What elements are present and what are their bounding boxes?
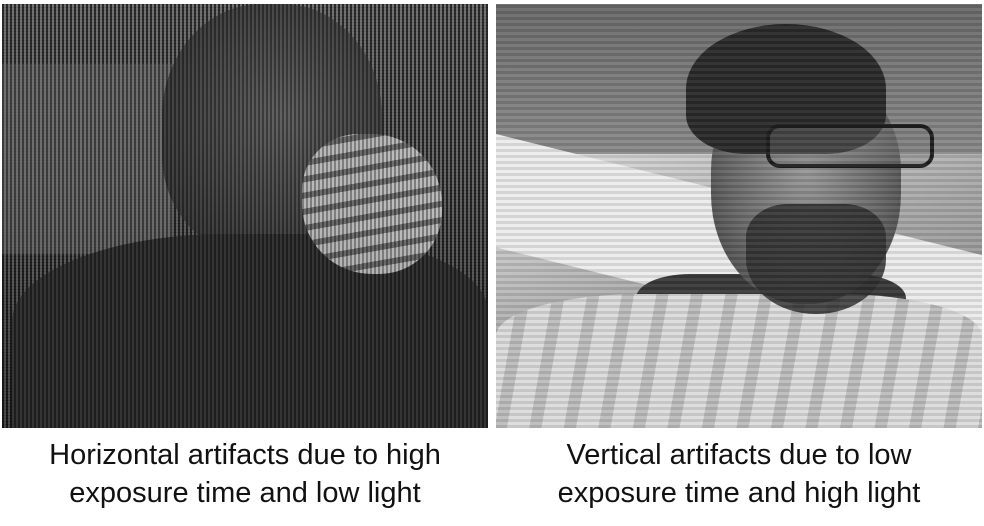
person-sweater bbox=[496, 294, 982, 428]
right-caption-line1: Vertical artifacts due to low bbox=[566, 439, 912, 471]
right-caption: Vertical artifacts due to low exposure t… bbox=[496, 436, 982, 512]
left-photo-high-exposure-low-light bbox=[2, 4, 488, 428]
right-photo-low-exposure-high-light bbox=[496, 4, 982, 428]
band-artifacts bbox=[496, 4, 982, 428]
person-beard bbox=[746, 204, 886, 314]
person-hand bbox=[302, 134, 442, 274]
right-panel: Vertical artifacts due to low exposure t… bbox=[496, 0, 984, 526]
left-caption-line1: Horizontal artifacts due to high bbox=[49, 439, 441, 471]
left-panel: Horizontal artifacts due to high exposur… bbox=[2, 0, 490, 526]
stripe-artifacts bbox=[2, 4, 488, 428]
left-caption: Horizontal artifacts due to high exposur… bbox=[2, 436, 488, 512]
left-caption-line2: exposure time and low light bbox=[69, 477, 421, 509]
right-caption-line2: exposure time and high light bbox=[557, 477, 921, 509]
person-hair bbox=[686, 24, 886, 154]
person-glasses bbox=[766, 124, 934, 168]
background-wall bbox=[2, 64, 172, 254]
